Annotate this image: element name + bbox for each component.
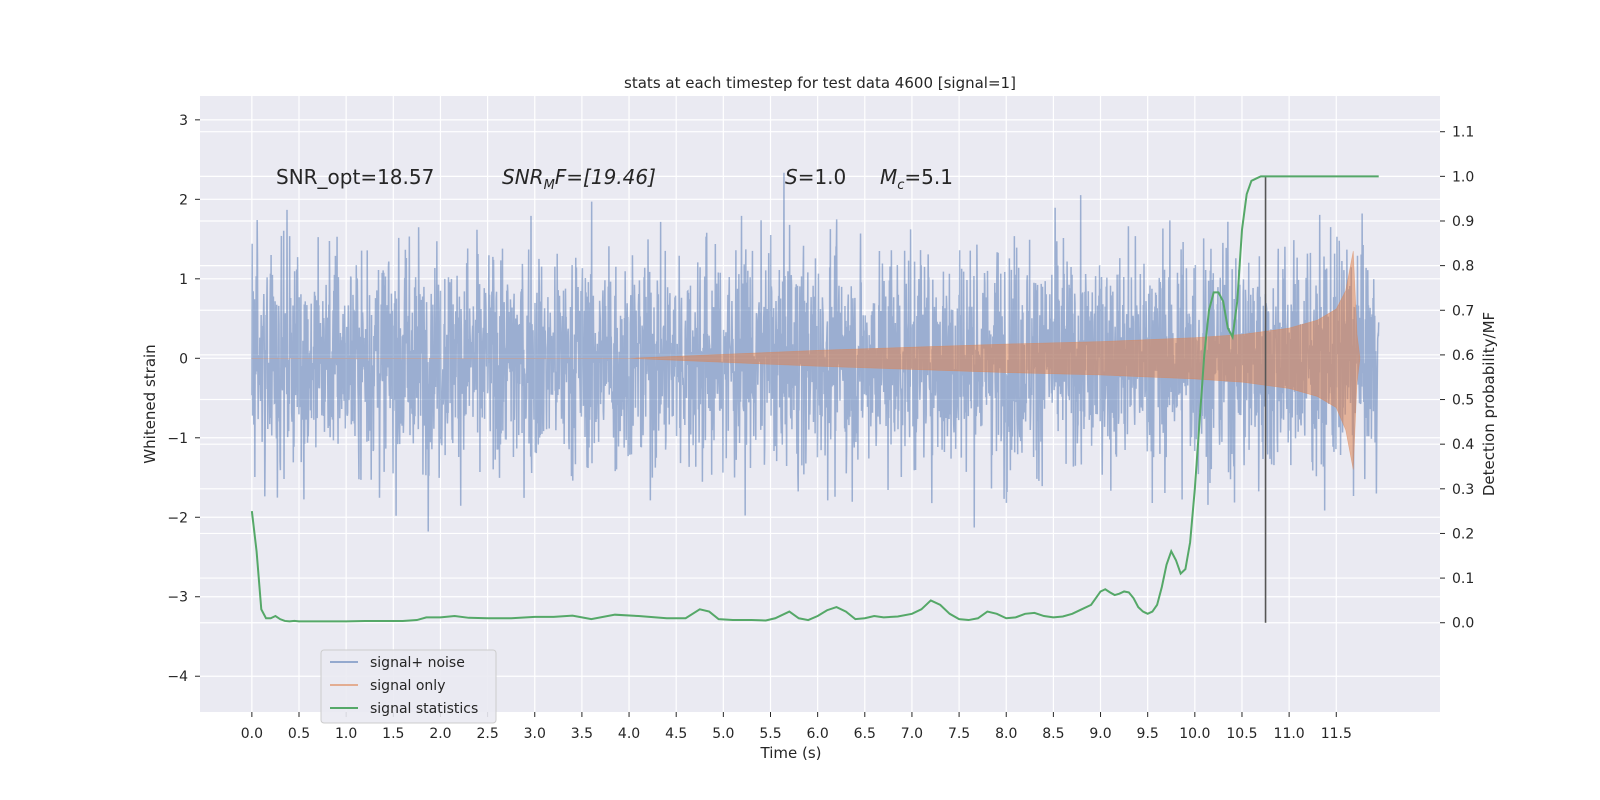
y-axis-ticks: 3 2 1 0 −1 −2 −3 −4	[167, 113, 200, 685]
x-tick-label-3: 1.5	[382, 726, 404, 742]
x-tick-label-10: 5.0	[712, 726, 734, 742]
x-tick-label-11: 5.5	[759, 726, 781, 742]
legend-label-signal-plus-noise: signal+ noise	[370, 655, 465, 671]
x-tick-label-1: 0.5	[288, 726, 310, 742]
x-tick-label-0: 0.0	[241, 726, 263, 742]
y2-tick-label-1: 1.0	[1452, 169, 1474, 185]
y2-tick-label-4: 0.7	[1452, 303, 1474, 319]
y-tick-label-3: 0	[179, 351, 188, 367]
x-tick-label-18: 9.0	[1089, 726, 1111, 742]
x-tick-label-23: 11.5	[1321, 726, 1352, 742]
y2-axis-label: Detection probability/MF	[1480, 312, 1498, 496]
y-tick-label-1: 2	[179, 192, 188, 208]
x-tick-label-20: 10.0	[1179, 726, 1210, 742]
y2-tick-label-6: 0.5	[1452, 393, 1474, 409]
series-signal-only	[251, 250, 1361, 470]
y-tick-label-5: −2	[167, 510, 188, 526]
x-tick-label-17: 8.5	[1042, 726, 1064, 742]
x-tick-label-16: 8.0	[995, 726, 1017, 742]
x-tick-label-19: 9.5	[1137, 726, 1159, 742]
y2-axis-ticks: 1.1 1.0 0.9 0.8 0.7 0.6 0.5 0.4 0.3 0.2 0.1 0.0	[1440, 125, 1474, 632]
y2-tick-label-8: 0.3	[1452, 482, 1474, 498]
legend-label-signal-only: signal only	[370, 678, 445, 694]
x-tick-label-5: 2.5	[476, 726, 498, 742]
x-tick-label-15: 7.5	[948, 726, 970, 742]
x-tick-label-8: 4.0	[618, 726, 640, 742]
y2-tick-label-2: 0.9	[1452, 214, 1474, 230]
y-tick-label-6: −3	[167, 590, 188, 606]
annotation-snr-opt: SNR_opt=18.57	[276, 165, 434, 189]
legend-box	[320, 649, 497, 724]
x-tick-label-6: 3.0	[524, 726, 546, 742]
chart-title: stats at each timestep for test data 460…	[624, 74, 1016, 92]
y2-tick-label-5: 0.6	[1452, 348, 1474, 364]
y-axis-label: Whitened strain	[141, 344, 159, 463]
annotation-s: S=1.0	[785, 165, 846, 189]
y2-tick-label-7: 0.4	[1452, 437, 1474, 453]
annotation-snr-mf: SNRMF=[19.46]	[502, 165, 656, 193]
y2-tick-label-10: 0.1	[1452, 571, 1474, 587]
x-tick-label-14: 7.0	[901, 726, 923, 742]
annotation-mc: Mc=5.1	[880, 165, 953, 193]
y-tick-label-4: −1	[167, 431, 188, 447]
legend: signal+ noise signal only signal statist…	[320, 649, 497, 724]
y-tick-label-2: 1	[179, 272, 188, 288]
y-tick-label-0: 3	[179, 113, 188, 129]
x-axis-label: Time (s)	[760, 744, 822, 762]
y2-tick-label-0: 1.1	[1452, 125, 1474, 141]
x-tick-label-2: 1.0	[335, 726, 357, 742]
x-tick-label-13: 6.5	[854, 726, 876, 742]
y2-tick-label-11: 0.0	[1452, 616, 1474, 632]
x-tick-label-21: 10.5	[1226, 726, 1257, 742]
x-tick-label-22: 11.0	[1274, 726, 1305, 742]
x-tick-label-9: 4.5	[665, 726, 687, 742]
y-tick-label-7: −4	[167, 669, 188, 685]
x-tick-label-12: 6.0	[807, 726, 829, 742]
y2-tick-label-3: 0.8	[1452, 259, 1474, 275]
y2-tick-label-9: 0.2	[1452, 526, 1474, 542]
x-axis-ticks: 0.0 0.5 1.0 1.5 2.0 2.5 3.0 3.5 4.0 4.5 5.0 5.5 6.0 6…	[241, 712, 1352, 742]
series-signal-statistics	[250, 175, 1379, 623]
legend-label-signal-statistics: signal statistics	[370, 701, 478, 717]
x-tick-label-7: 3.5	[571, 726, 593, 742]
x-tick-label-4: 2.0	[429, 726, 451, 742]
